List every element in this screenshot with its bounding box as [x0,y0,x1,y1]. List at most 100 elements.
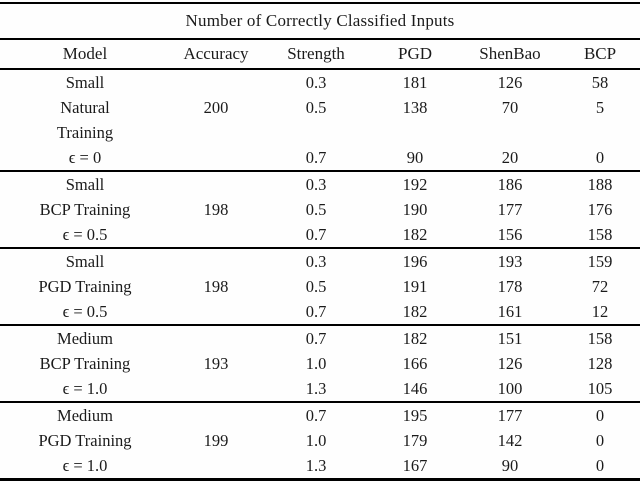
bcp-cell: 0 [595,147,605,167]
pgd-cell: 191 [402,276,428,296]
strength-cell: 0.7 [305,224,327,244]
shenbao-cell: 20 [501,147,519,167]
model-cell: Small [65,174,105,194]
column-header-shenbao: ShenBao [460,39,560,70]
accuracy-cell: 193 [203,353,229,373]
accuracy-cell [170,222,262,248]
table-row: Medium 0.7 182 151 158 [0,325,640,351]
table-row: ϵ = 1.0 1.3 146 100 105 [0,376,640,402]
pgd-cell: 182 [402,328,428,348]
pgd-cell: 181 [402,72,428,92]
strength-cell: 0.7 [305,301,327,321]
shenbao-cell: 177 [497,199,523,219]
shenbao-cell [460,120,560,145]
strength-cell: 0.3 [305,174,327,194]
table-head: Number of Correctly Classified Inputs Mo… [0,3,640,70]
bcp-cell: 0 [595,430,605,450]
model-cell: ϵ = 0.5 [62,301,108,321]
model-cell: ϵ = 0 [68,147,102,167]
title-row: Number of Correctly Classified Inputs [0,3,640,40]
strength-cell: 1.3 [305,378,327,398]
pgd-cell: 179 [402,430,428,450]
accuracy-cell [170,402,262,428]
shenbao-cell: 161 [497,301,523,321]
bcp-cell: 176 [587,199,613,219]
pgd-cell [370,120,460,145]
strength-cell: 0.7 [305,328,327,348]
table-row: Small 0.3 196 193 159 [0,248,640,274]
pgd-cell: 146 [402,378,428,398]
column-header-strength: Strength [262,39,370,70]
shenbao-cell: 193 [497,251,523,271]
strength-cell: 0.5 [305,276,327,296]
table-row: Small 0.3 192 186 188 [0,171,640,197]
model-cell: Small [65,251,105,271]
shenbao-cell: 177 [497,405,523,425]
accuracy-cell: 200 [203,97,229,117]
bcp-cell: 0 [595,405,605,425]
column-header-accuracy: Accuracy [170,39,262,70]
table-row: BCP Training 193 1.0 166 126 128 [0,351,640,376]
strength-cell: 0.3 [305,72,327,92]
table-title: Number of Correctly Classified Inputs [0,3,640,40]
model-group: Small 0.3 196 193 159 PGD Training 198 0.5 191 17… [0,248,640,325]
table-row: Training [0,120,640,145]
shenbao-cell: 126 [497,353,523,373]
shenbao-cell: 70 [501,97,519,117]
accuracy-cell [170,120,262,145]
table-row: ϵ = 0.5 0.7 182 161 12 [0,299,640,325]
strength-cell: 1.3 [305,455,327,475]
model-cell: Medium [57,328,113,348]
accuracy-cell [170,248,262,274]
table-row: BCP Training 198 0.5 190 177 176 [0,197,640,222]
table-row: Medium 0.7 195 177 0 [0,402,640,428]
model-cell: Natural [60,97,110,117]
table-row: ϵ = 1.0 1.3 167 90 0 [0,453,640,480]
strength-cell: 0.3 [305,251,327,271]
bcp-cell: 58 [591,72,609,92]
model-cell: ϵ = 1.0 [62,455,108,475]
shenbao-cell: 151 [497,328,523,348]
pgd-cell: 182 [402,301,428,321]
model-cell: Training [56,122,114,142]
column-header-model: Model [0,39,170,70]
accuracy-cell: 198 [203,199,229,219]
model-cell: BCP Training [39,199,131,219]
bcp-cell: 72 [591,276,609,296]
bcp-cell: 158 [587,328,613,348]
pgd-cell: 90 [406,147,424,167]
bcp-cell: 158 [587,224,613,244]
model-group: Small 0.3 192 186 188 BCP Training 198 0.5 190 17… [0,171,640,248]
strength-cell: 1.0 [305,353,327,373]
strength-cell: 0.7 [305,147,327,167]
table-row: Small 0.3 181 126 58 [0,69,640,95]
model-cell: BCP Training [39,353,131,373]
pgd-cell: 182 [402,224,428,244]
shenbao-cell: 156 [497,224,523,244]
accuracy-cell: 198 [203,276,229,296]
strength-cell: 0.7 [305,405,327,425]
pgd-cell: 166 [402,353,428,373]
bcp-cell: 0 [595,455,605,475]
table-row: ϵ = 0.5 0.7 182 156 158 [0,222,640,248]
bcp-cell: 159 [587,251,613,271]
model-group: Medium 0.7 182 151 158 BCP Training 193 1.0 166 1… [0,325,640,402]
accuracy-cell [170,171,262,197]
model-cell: ϵ = 1.0 [62,378,108,398]
accuracy-cell: 199 [203,430,229,450]
pgd-cell: 196 [402,251,428,271]
accuracy-cell [170,376,262,402]
table-row: PGD Training 198 0.5 191 178 72 [0,274,640,299]
strength-cell [262,120,370,145]
bcp-cell: 188 [587,174,613,194]
pgd-cell: 192 [402,174,428,194]
shenbao-cell: 142 [497,430,523,450]
pgd-cell: 138 [402,97,428,117]
header-row: Model Accuracy Strength PGD ShenBao BCP [0,39,640,70]
pgd-cell: 190 [402,199,428,219]
column-header-bcp: BCP [560,39,640,70]
bcp-cell: 12 [591,301,609,321]
bcp-cell: 128 [587,353,613,373]
